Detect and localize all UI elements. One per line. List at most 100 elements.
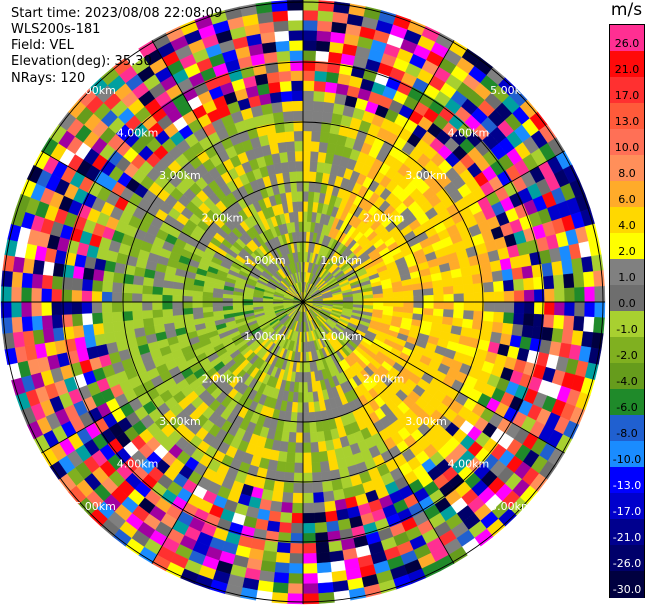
range-gate: [583, 271, 595, 288]
range-gate: [323, 500, 337, 513]
range-gate: [91, 290, 103, 303]
range-gate: [92, 322, 105, 336]
range-gate: [289, 40, 304, 51]
range-gate: [554, 301, 565, 316]
range-gate: [574, 287, 586, 303]
range-gate: [82, 267, 95, 281]
range-gate: [20, 287, 32, 303]
range-gate: [71, 289, 83, 303]
range-ring-label: 1.00km: [320, 330, 362, 343]
range-gate: [302, 543, 317, 554]
range-gate: [172, 288, 184, 296]
range-gate: [321, 111, 334, 124]
range-gate: [523, 277, 535, 291]
range-gate: [202, 296, 213, 303]
range-gate: [266, 71, 281, 84]
range-gate: [573, 272, 585, 288]
range-ring-label: 2.00km: [363, 373, 405, 386]
colorbar-tick-label: 17.0: [614, 89, 640, 102]
range-gate: [541, 262, 554, 277]
range-gate: [290, 70, 304, 82]
range-gate: [543, 314, 555, 329]
range-gate: [293, 211, 299, 223]
range-gate: [328, 540, 343, 553]
range-gate: [289, 421, 297, 433]
range-gate: [325, 520, 340, 533]
range-gate: [222, 301, 233, 307]
range-gate: [298, 211, 304, 222]
range-gate: [91, 279, 103, 292]
range-gate: [112, 320, 125, 333]
range-gate: [393, 296, 404, 303]
range-gate: [171, 301, 183, 310]
range-ring-label: 5.00km: [490, 84, 532, 97]
range-gate: [432, 287, 444, 296]
range-gate: [289, 543, 304, 554]
range-gate: [302, 180, 310, 192]
range-gate: [41, 301, 52, 316]
range-gate: [11, 271, 23, 288]
range-gate: [302, 432, 311, 444]
range-gate: [311, 130, 322, 143]
range-gate: [260, 560, 276, 573]
range-gate: [302, 452, 312, 464]
colorbar: 26.0 21.0 17.0 13.0 10.0 8.0 6.0 4.0 2.0 1.0 0.0 -1…: [609, 24, 645, 598]
range-gate: [521, 265, 534, 280]
range-gate: [544, 288, 555, 303]
range-gate: [503, 301, 515, 314]
range-gate: [288, 19, 304, 31]
range-gate: [81, 290, 93, 303]
colorbar-tick-label: -4.0: [616, 375, 638, 388]
range-gate: [302, 80, 315, 92]
range-gate: [314, 522, 328, 534]
range-gate: [262, 112, 275, 125]
range-gate: [302, 191, 310, 202]
range-gate: [317, 572, 333, 584]
range-gate: [463, 301, 475, 312]
range-gate: [302, 50, 317, 61]
range-gate: [302, 573, 318, 585]
colorbar-unit: m/s: [610, 0, 643, 20]
range-gate: [294, 150, 304, 162]
colorbar-tick-label: 10.0: [614, 141, 640, 154]
range-gate: [543, 275, 555, 290]
range-gate: [271, 101, 284, 114]
range-gate: [551, 328, 564, 344]
range-gate: [302, 372, 308, 383]
range-gate: [302, 352, 307, 363]
range-gate: [322, 101, 335, 114]
range-gate: [291, 191, 298, 203]
range-gate: [513, 278, 525, 292]
range-gate: [81, 278, 93, 292]
range-gate: [141, 309, 154, 320]
range-gate: [288, 563, 304, 575]
range-gate: [113, 330, 126, 343]
range-gate: [42, 328, 55, 344]
range-gate: [151, 293, 163, 303]
range-gate: [302, 150, 312, 162]
range-ring-label: 2.00km: [202, 211, 244, 224]
range-gate: [453, 293, 465, 303]
range-gate: [280, 161, 290, 173]
range-gate: [302, 70, 316, 82]
range-gate: [30, 287, 42, 303]
range-gate: [309, 171, 317, 183]
range-gate: [372, 293, 384, 299]
range-gate: [491, 270, 504, 283]
range-ring-label: 1.00km: [244, 330, 286, 343]
range-gate: [383, 297, 394, 303]
range-gate: [275, 40, 291, 52]
range-gate: [523, 301, 535, 315]
range-gate: [331, 479, 344, 492]
range-gate: [318, 450, 329, 463]
range-gate: [462, 283, 475, 294]
range-gate: [278, 70, 292, 82]
colorbar-tick-label: 8.0: [618, 167, 636, 180]
range-gate: [423, 301, 435, 310]
range-gate: [295, 160, 304, 172]
range-gate: [222, 305, 234, 311]
range-gate: [281, 100, 294, 112]
colorbar-tick-label: 6.0: [618, 193, 636, 206]
range-gate: [72, 265, 85, 280]
range-gate: [141, 284, 154, 295]
